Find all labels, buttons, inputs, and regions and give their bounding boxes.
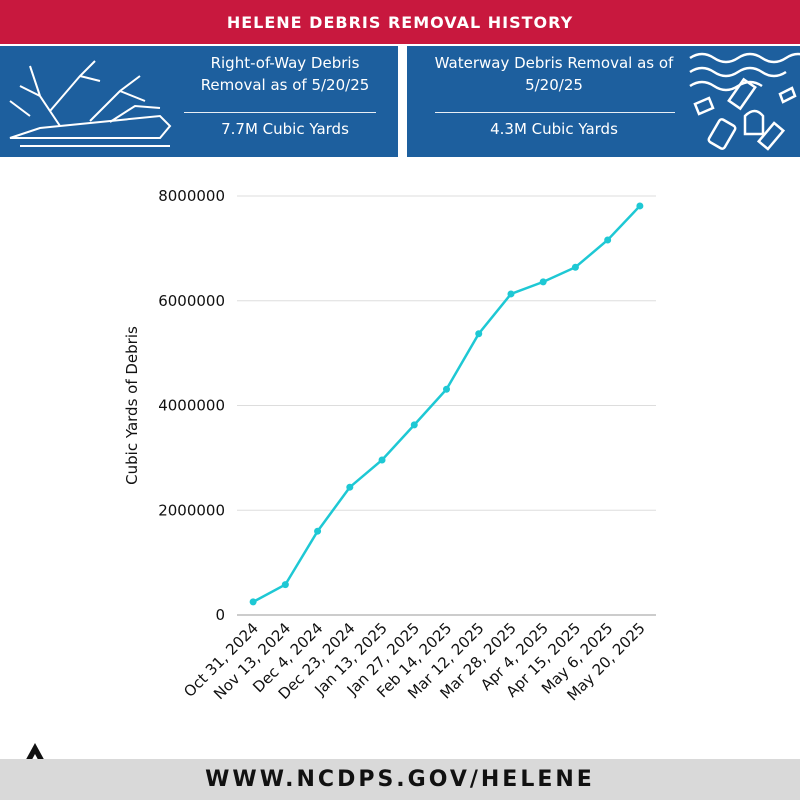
y-tick-label: 0: [215, 606, 225, 624]
data-point: [346, 483, 354, 491]
panel: Waterway Debris Removal as of 5/20/25 4.…: [407, 46, 800, 157]
waterway-icon: [689, 52, 800, 151]
data-point: [410, 421, 418, 429]
panel-stat: 7.7M Cubic Yards: [221, 120, 349, 138]
data-point: [571, 263, 579, 271]
panel-title: Right-of-Way Debris Removal as of 5/20/2…: [200, 54, 370, 94]
data-point: [249, 598, 257, 606]
y-tick-label: 8000000: [158, 187, 225, 205]
data-point: [539, 278, 547, 286]
y-tick-label: 6000000: [158, 292, 225, 310]
panel-title: Waterway Debris Removal as of 5/20/25: [434, 54, 674, 94]
data-point: [314, 527, 322, 535]
data-point: [475, 330, 483, 338]
data-point: [604, 236, 612, 244]
divider: [435, 112, 675, 113]
y-tick-label: 2000000: [158, 501, 225, 519]
panel-stat: 4.3M Cubic Yards: [490, 120, 618, 138]
data-point: [443, 385, 450, 393]
tree-icon: [9, 60, 172, 147]
footer: WWW.NCDPS.GOV/HELENE: [0, 759, 800, 800]
data-point: [636, 202, 644, 210]
panel: Right-of-Way Debris Removal as of 5/20/2…: [0, 46, 398, 157]
header: HELENE DEBRIS REMOVAL HISTORY: [0, 0, 800, 44]
data-line: [252, 205, 641, 604]
divider: [184, 112, 376, 113]
data-point: [281, 581, 289, 589]
y-axis-label: Cubic Yards of Debris: [123, 326, 141, 485]
data-point: [507, 290, 515, 298]
data-point: [378, 456, 386, 464]
chart: 0 2000000 4000000 6000000 8000000 Cubic Yards…: [123, 187, 656, 704]
y-tick-label: 4000000: [158, 397, 225, 415]
